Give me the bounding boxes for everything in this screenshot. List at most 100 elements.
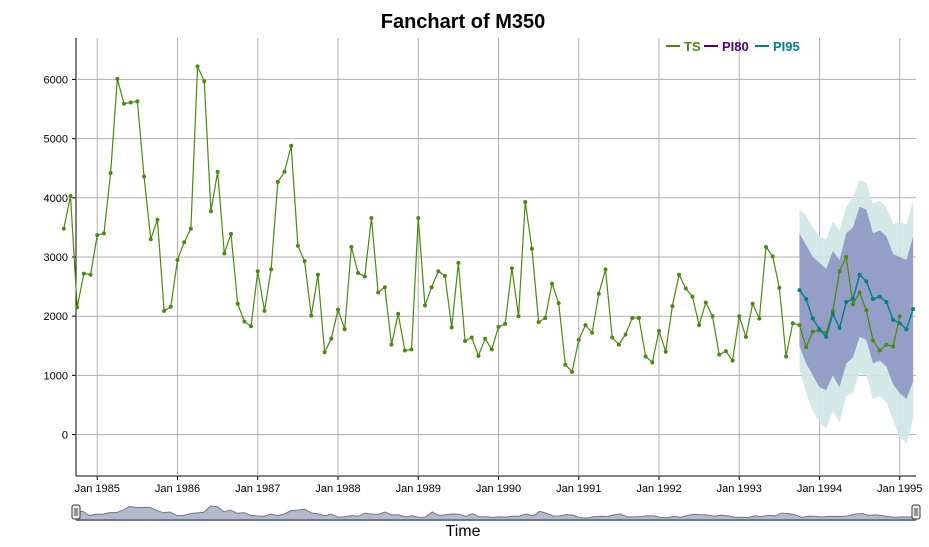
ts-point (650, 360, 655, 365)
ts-point (443, 273, 447, 278)
x-tick-label: Jan 1985 (75, 483, 120, 495)
ts-point (68, 194, 73, 199)
ts-point (382, 285, 387, 290)
ts-point (777, 285, 782, 290)
ts-point (636, 315, 641, 320)
x-tick-label: Jan 1994 (797, 483, 842, 495)
ts-point (884, 342, 889, 347)
ts-point (710, 314, 715, 319)
ts-point (269, 267, 274, 272)
ts-point (309, 313, 314, 318)
ts-point (142, 174, 147, 179)
ts-point (630, 315, 635, 320)
ts-point (128, 100, 133, 105)
ts-point (723, 349, 728, 354)
ts-point (456, 260, 461, 265)
ts-point (730, 358, 735, 363)
ts-point (797, 323, 802, 328)
legend-label-pi95: PI95 (773, 39, 800, 54)
ts-point (362, 274, 367, 279)
x-tick-label: Jan 1989 (396, 483, 441, 495)
forecast-point (850, 297, 855, 302)
ts-point (489, 347, 494, 352)
ts-point (295, 243, 300, 248)
ts-point (784, 354, 789, 359)
range-handle-left[interactable] (71, 504, 81, 520)
y-tick-label: 0 (62, 430, 68, 442)
forecast-point (884, 299, 889, 304)
ts-point (282, 169, 287, 174)
forecast-point (804, 297, 809, 302)
ts-point (871, 338, 875, 343)
ts-point (463, 339, 468, 344)
ts-point (376, 290, 381, 295)
ts-point (743, 334, 748, 339)
range-selector-baseline (76, 519, 916, 521)
ts-point (690, 294, 695, 299)
x-tick-label: Jan 1995 (877, 483, 922, 495)
ts-point (590, 330, 595, 335)
ts-point (322, 350, 327, 355)
ts-point (289, 143, 294, 148)
ts-point (342, 327, 347, 332)
ts-point (402, 348, 407, 353)
ts-point (850, 302, 855, 307)
ts-point (576, 337, 581, 342)
ts-point (242, 319, 247, 324)
ts-point (249, 324, 254, 329)
ts-point (148, 237, 153, 242)
range-selector-sparkline (75, 505, 917, 521)
ts-point (616, 342, 621, 347)
forecast-point (824, 334, 829, 339)
ts-point (122, 101, 126, 106)
ts-point (81, 271, 86, 276)
ts-point (175, 257, 180, 262)
ts-point (750, 301, 755, 306)
ts-point (523, 199, 528, 204)
ts-point (677, 272, 682, 277)
ts-point (529, 246, 534, 251)
x-tick-label: Jan 1988 (315, 483, 360, 495)
ts-point (436, 269, 441, 274)
ts-point (162, 308, 167, 313)
ts-point (222, 251, 227, 256)
x-tick-label: Jan 1986 (155, 483, 200, 495)
ts-point (416, 215, 421, 220)
y-tick-label: 4000 (44, 193, 68, 205)
x-tick-label: Jan 1990 (476, 483, 521, 495)
legend-label-pi80: PI80 (722, 39, 749, 54)
ts-point (891, 344, 896, 349)
ts-point (182, 240, 187, 245)
ts-point (483, 336, 488, 341)
ts-point (844, 255, 849, 259)
ts-point (229, 231, 233, 236)
x-tick-label: Jan 1987 (235, 483, 280, 495)
y-tick-label: 1000 (44, 370, 68, 382)
ts-point (663, 349, 668, 354)
ts-point (101, 231, 106, 236)
range-handle-right[interactable] (911, 504, 921, 520)
ts-point (75, 305, 80, 310)
ts-point (168, 304, 173, 309)
ts-point (215, 169, 220, 174)
ts-point (195, 64, 200, 69)
x-tick-label: Jan 1993 (717, 483, 762, 495)
ts-point (583, 323, 588, 328)
ts-point (536, 320, 541, 325)
ts-point (235, 301, 240, 306)
ts-point (95, 233, 100, 238)
ts-point (857, 290, 862, 295)
ts-point (188, 226, 193, 231)
forecast-point (837, 326, 842, 331)
forecast-point (844, 299, 849, 304)
ts-point (476, 353, 481, 358)
forecast-point (891, 317, 896, 322)
ts-point (757, 316, 762, 321)
forecast-point (911, 307, 916, 312)
ts-point (429, 285, 434, 290)
ts-point (516, 314, 521, 319)
ts-point (409, 347, 414, 352)
forecast-point (871, 297, 875, 302)
ts-point (670, 304, 675, 309)
